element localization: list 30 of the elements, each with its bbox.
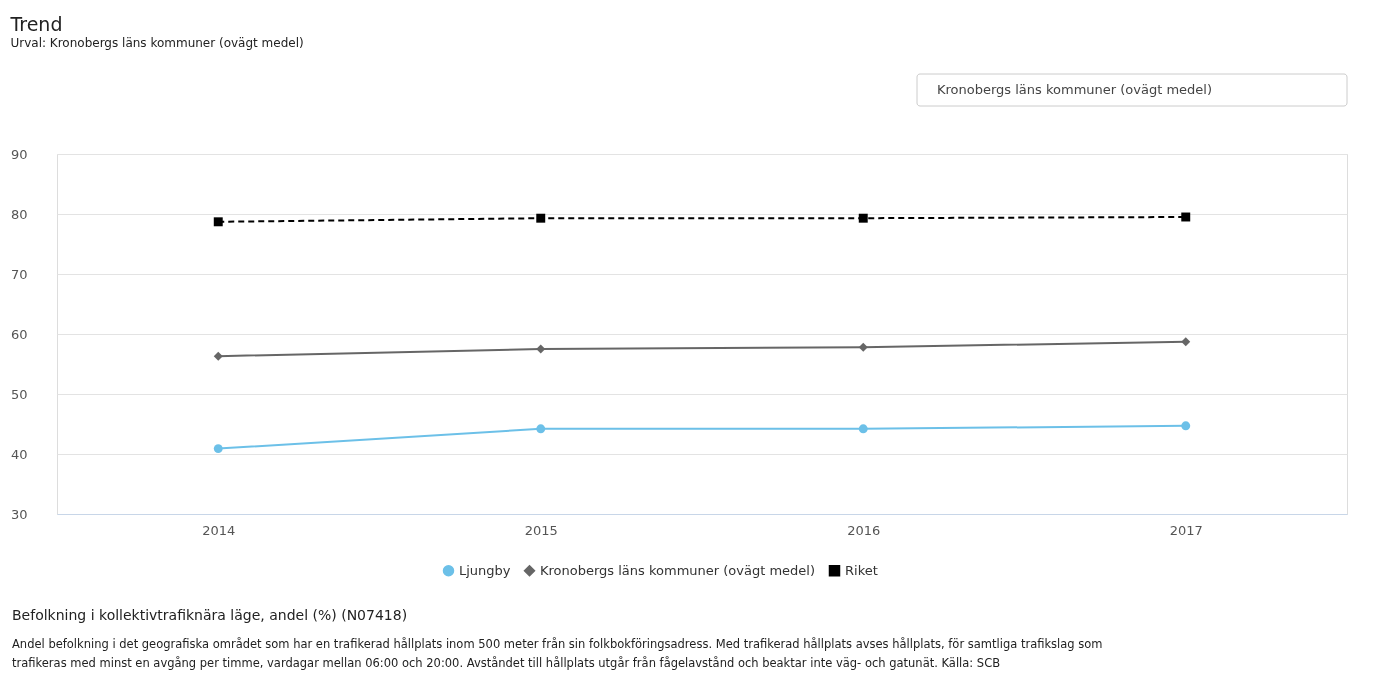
- y-tick-label: 70: [10, 266, 28, 282]
- point: [213, 351, 223, 361]
- point: [858, 424, 868, 434]
- y-tick-label: 90: [10, 146, 28, 162]
- x-tick-label: 2014: [202, 522, 236, 538]
- point: [213, 217, 223, 227]
- x-tick-label: 2017: [1169, 522, 1203, 538]
- x-tick-label: 2016: [847, 522, 881, 538]
- legend-label: Kronobergs läns kommuner (ovägt medel): [540, 562, 816, 578]
- y-tick-label: 60: [10, 326, 28, 342]
- point: [1181, 337, 1191, 347]
- point: [1181, 421, 1191, 431]
- point: [213, 444, 223, 454]
- chart-title: Trend: [9, 12, 63, 35]
- text: Kronobergs läns kommuner (ovägt medel): [937, 82, 1213, 97]
- legend-label: Ljungby: [459, 562, 511, 578]
- point: [1181, 212, 1191, 222]
- y-tick-label: 80: [10, 206, 28, 222]
- y-tick-label: 40: [10, 446, 28, 462]
- point: [536, 424, 546, 434]
- text: Befolkning i kollektivtrafiknära läge, andel (%) (N07418): [12, 607, 408, 623]
- chart-subtitle: Urval: Kronobergs läns kommuner (ovägt medel): [10, 35, 304, 50]
- legend-label: Riket: [845, 562, 878, 578]
- text: Andel befolkning i det geografiska området som har en trafikerad hållplats inom 500 meter från sin folkbokföringsadress. Med trafikerad hållplats avses hållplats, för samtliga trafikslag som trafikeras med minst en avgång per timme, vardagar mellan 06:00 och 20:00. Avståndet till hållplats utgår från fågelavstånd och beaktar inte väg- och gatunät. Källa: SCB: [12, 637, 1103, 670]
- point: [858, 342, 868, 352]
- y-tick-label: 30: [10, 506, 28, 522]
- point: [858, 213, 868, 223]
- y-tick-label: 50: [10, 386, 28, 402]
- point: [536, 213, 546, 223]
- x-tick-label: 2015: [524, 522, 558, 538]
